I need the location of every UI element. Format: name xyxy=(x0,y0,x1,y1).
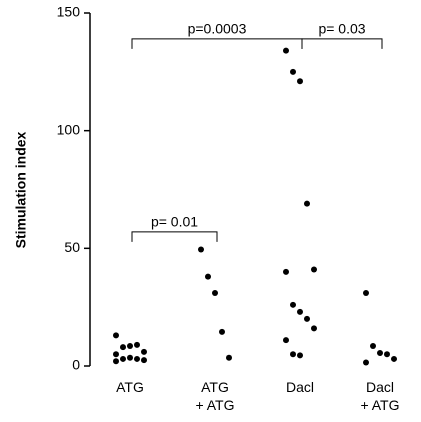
data-point xyxy=(120,344,126,351)
data-point xyxy=(304,200,310,207)
y-tick-label: 50 xyxy=(64,239,80,255)
data-point xyxy=(113,358,119,365)
significance-bracket xyxy=(131,38,303,49)
y-axis-label: Stimulation index xyxy=(13,131,29,248)
p-value: p= 0.01 xyxy=(151,214,198,230)
p-value: p= 0.03 xyxy=(318,21,365,37)
y-tick-label: 0 xyxy=(72,357,80,373)
x-tick-label: ATG + ATG xyxy=(195,379,235,413)
data-point xyxy=(377,350,383,357)
data-point xyxy=(198,246,204,253)
data-point xyxy=(290,68,296,75)
data-point xyxy=(297,308,303,315)
data-point xyxy=(370,342,376,349)
data-point xyxy=(283,47,289,54)
data-point xyxy=(113,332,119,339)
data-point xyxy=(384,351,390,358)
significance-bracket xyxy=(301,38,383,49)
data-point xyxy=(363,359,369,366)
data-point xyxy=(290,351,296,358)
data-point xyxy=(283,268,289,275)
data-point xyxy=(391,355,397,362)
data-point xyxy=(311,266,317,273)
p-value: p=0.0003 xyxy=(188,21,247,37)
data-point xyxy=(311,325,317,332)
data-point xyxy=(226,354,232,361)
data-point xyxy=(212,290,218,297)
x-tick-label: Dacl + ATG xyxy=(360,379,400,413)
data-point xyxy=(283,337,289,344)
y-tick-label: 100 xyxy=(57,121,81,137)
data-point xyxy=(297,352,303,359)
data-point xyxy=(219,328,225,335)
data-point xyxy=(290,301,296,308)
data-point xyxy=(134,341,140,348)
data-point xyxy=(141,348,147,355)
data-point xyxy=(134,355,140,362)
significance-bracket xyxy=(131,231,218,242)
data-point xyxy=(127,354,133,361)
x-tick-label: ATG xyxy=(116,379,144,395)
data-point xyxy=(205,273,211,280)
data-point xyxy=(141,357,147,364)
data-point xyxy=(304,315,310,322)
data-point xyxy=(363,290,369,297)
data-point xyxy=(297,78,303,85)
data-point xyxy=(120,355,126,362)
y-tick-label: 150 xyxy=(57,4,81,20)
x-tick-label: Dacl xyxy=(285,379,314,395)
data-point xyxy=(127,342,133,349)
data-point xyxy=(113,351,119,358)
